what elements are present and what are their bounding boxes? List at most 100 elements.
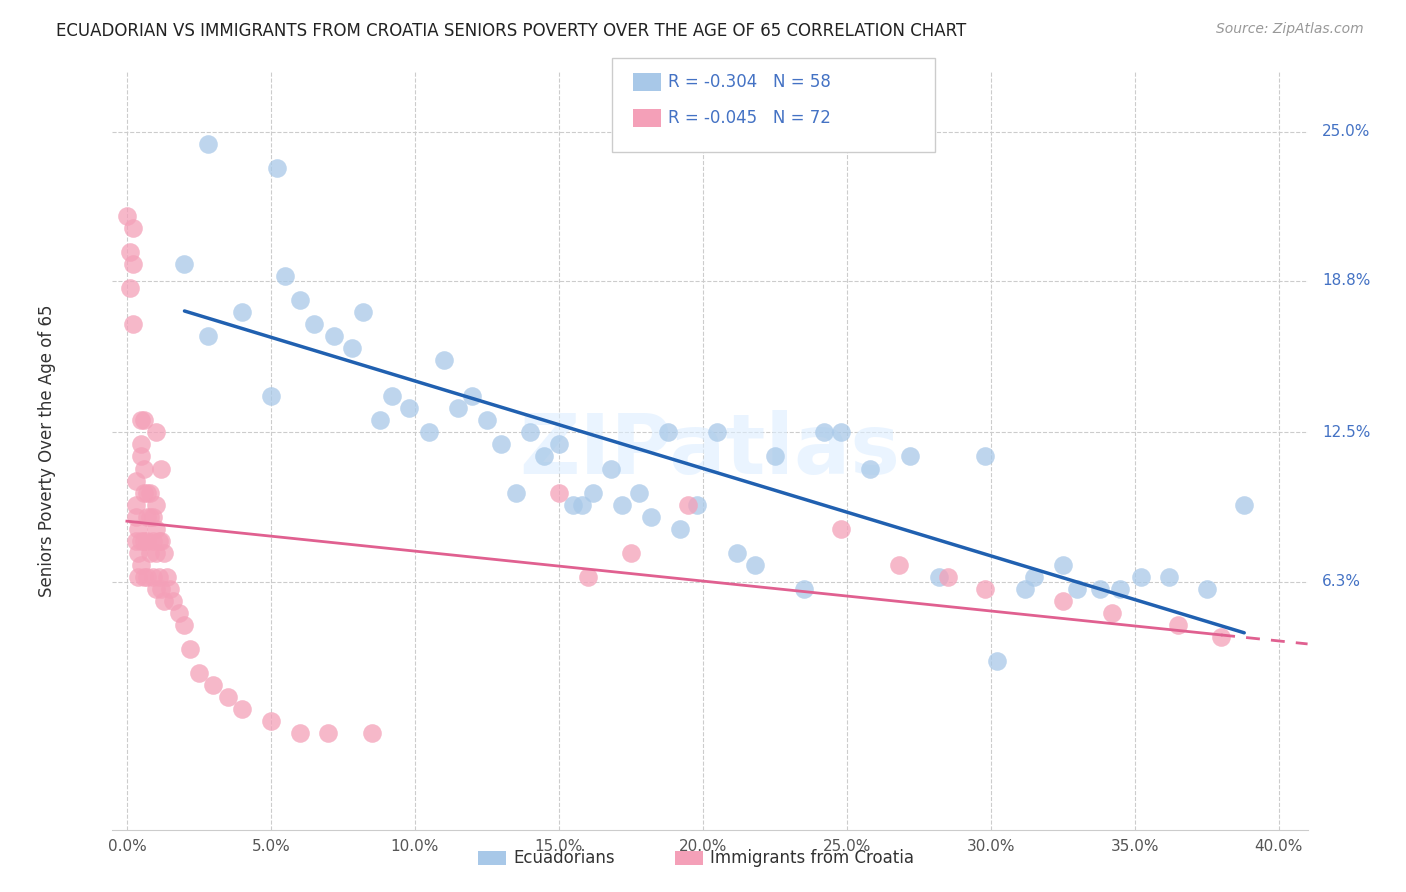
- Point: [678, 498, 700, 512]
- Text: Ecuadorians: Ecuadorians: [513, 849, 614, 867]
- Point: [547, 437, 569, 451]
- Text: ZIPatlas: ZIPatlas: [520, 410, 900, 491]
- Point: [127, 570, 149, 584]
- Point: [986, 654, 1008, 668]
- Point: [1052, 594, 1074, 608]
- Point: [763, 450, 786, 464]
- Point: [217, 690, 239, 705]
- Point: [124, 498, 146, 512]
- Point: [121, 257, 143, 271]
- Text: ECUADORIAN VS IMMIGRANTS FROM CROATIA SENIORS POVERTY OVER THE AGE OF 65 CORRELA: ECUADORIAN VS IMMIGRANTS FROM CROATIA SE…: [56, 22, 966, 40]
- Point: [124, 533, 146, 548]
- Point: [129, 437, 152, 451]
- Point: [162, 594, 184, 608]
- Point: [582, 485, 605, 500]
- Point: [340, 341, 363, 355]
- Point: [505, 485, 527, 500]
- Point: [139, 546, 162, 560]
- Text: 18.8%: 18.8%: [1322, 273, 1371, 288]
- Point: [1052, 558, 1074, 572]
- Point: [491, 437, 513, 451]
- Point: [260, 714, 283, 729]
- Point: [974, 582, 997, 596]
- Point: [124, 509, 146, 524]
- Point: [127, 522, 149, 536]
- Point: [318, 726, 340, 740]
- Point: [562, 498, 585, 512]
- Point: [813, 425, 835, 440]
- Point: [657, 425, 679, 440]
- Point: [1167, 618, 1189, 632]
- Point: [1014, 582, 1036, 596]
- Point: [129, 413, 152, 427]
- Point: [928, 570, 950, 584]
- Point: [898, 450, 921, 464]
- Point: [145, 522, 167, 536]
- Point: [159, 582, 181, 596]
- Point: [1022, 570, 1045, 584]
- Point: [547, 485, 569, 500]
- Point: [887, 558, 910, 572]
- Point: [461, 389, 484, 403]
- Point: [381, 389, 404, 403]
- Point: [136, 485, 159, 500]
- Point: [612, 498, 634, 512]
- Point: [725, 546, 748, 560]
- Point: [533, 450, 555, 464]
- Point: [288, 726, 311, 740]
- Point: [744, 558, 766, 572]
- Text: Source: ZipAtlas.com: Source: ZipAtlas.com: [1216, 22, 1364, 37]
- Point: [118, 244, 141, 259]
- Point: [274, 268, 297, 283]
- Point: [599, 461, 621, 475]
- Point: [706, 425, 728, 440]
- Point: [352, 305, 374, 319]
- Point: [173, 257, 195, 271]
- Point: [1233, 498, 1256, 512]
- Point: [231, 305, 253, 319]
- Point: [129, 533, 152, 548]
- Point: [187, 666, 209, 681]
- Point: [830, 522, 852, 536]
- Point: [134, 570, 156, 584]
- Point: [974, 450, 997, 464]
- Point: [830, 425, 852, 440]
- Point: [127, 546, 149, 560]
- Point: [686, 498, 709, 512]
- Point: [134, 533, 156, 548]
- Point: [475, 413, 498, 427]
- Point: [793, 582, 815, 596]
- Point: [571, 498, 593, 512]
- Point: [121, 220, 143, 235]
- Text: 25.0%: 25.0%: [1322, 124, 1371, 139]
- Point: [167, 606, 190, 620]
- Point: [1211, 630, 1233, 644]
- Point: [156, 570, 179, 584]
- Point: [368, 413, 391, 427]
- Point: [145, 498, 167, 512]
- Text: 6.3%: 6.3%: [1322, 574, 1361, 589]
- Point: [1195, 582, 1218, 596]
- Point: [936, 570, 959, 584]
- Point: [153, 546, 176, 560]
- Point: [173, 618, 195, 632]
- Point: [142, 533, 165, 548]
- Point: [398, 401, 420, 416]
- Point: [197, 329, 219, 343]
- Point: [668, 522, 690, 536]
- Point: [150, 461, 173, 475]
- Point: [118, 281, 141, 295]
- Point: [288, 293, 311, 307]
- Point: [134, 461, 156, 475]
- Point: [124, 474, 146, 488]
- Point: [142, 509, 165, 524]
- Point: [576, 570, 599, 584]
- Point: [197, 136, 219, 151]
- Point: [145, 582, 167, 596]
- Point: [1159, 570, 1181, 584]
- Point: [1090, 582, 1112, 596]
- Point: [121, 317, 143, 331]
- Point: [139, 509, 162, 524]
- Text: R = -0.304   N = 58: R = -0.304 N = 58: [668, 73, 831, 91]
- Point: [148, 570, 170, 584]
